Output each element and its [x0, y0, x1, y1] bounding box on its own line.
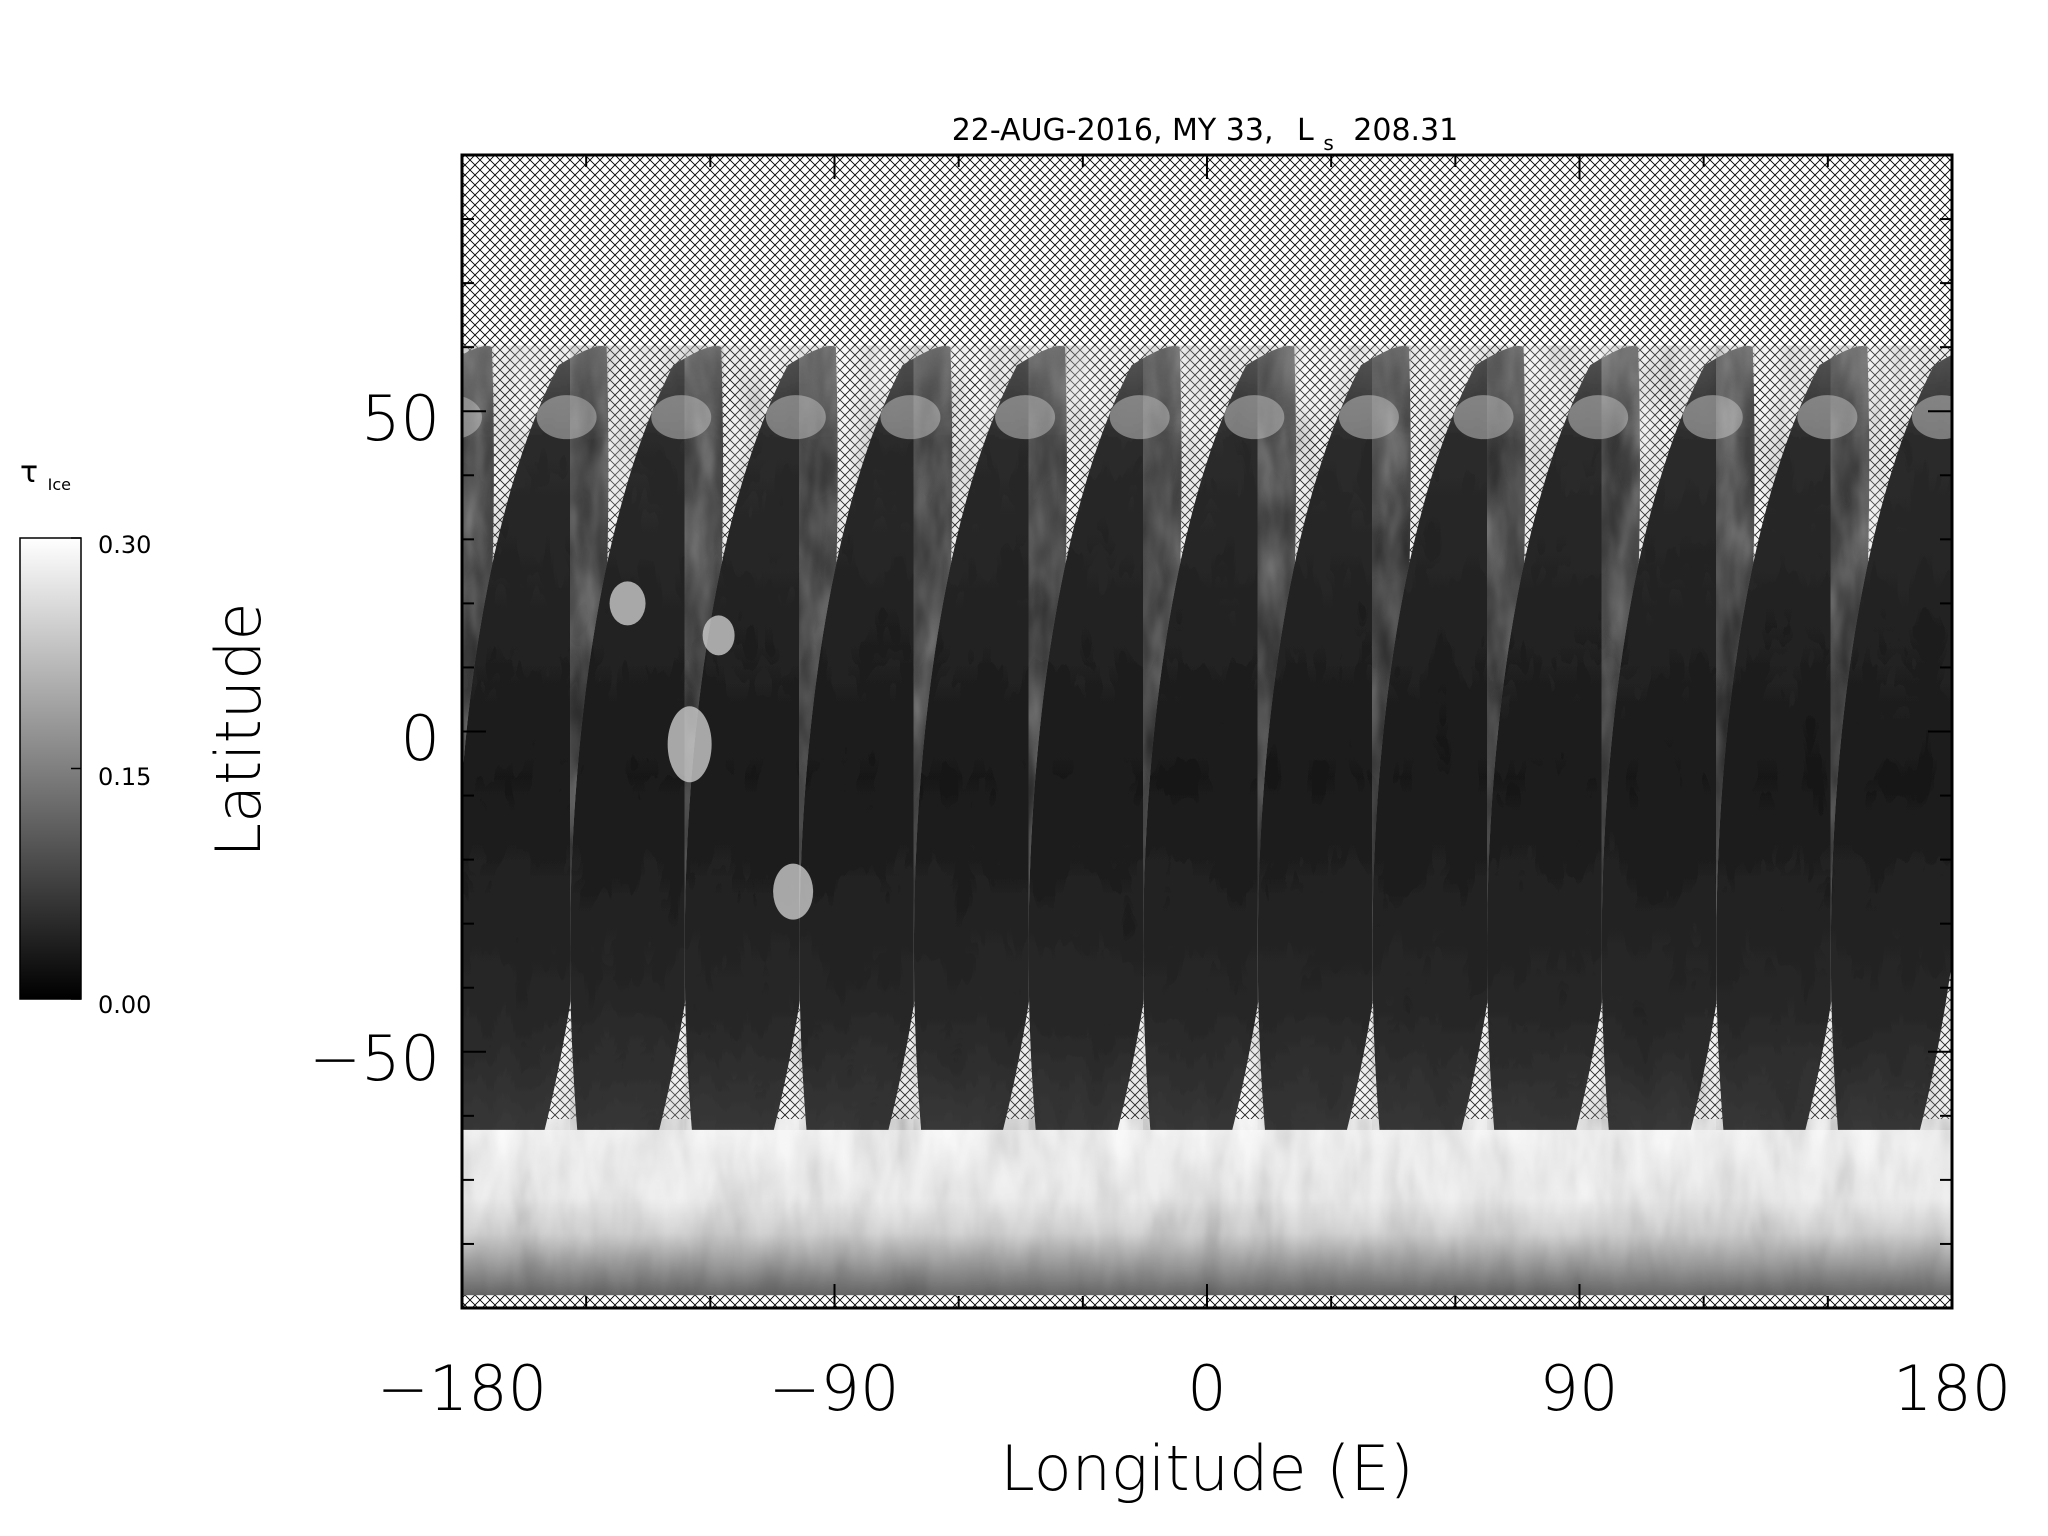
chart-title-ls-symbol: L — [1297, 113, 1314, 148]
chart-title-ls-subscript: s — [1323, 131, 1333, 155]
orbit-swath — [1830, 354, 1952, 1130]
cloud-patch — [667, 706, 712, 783]
axis-ticks — [461, 154, 1953, 1309]
map-plot-area — [460, 153, 1954, 1310]
colorbar-label-symbol: τ — [20, 455, 38, 490]
chart-title-date: 22-AUG-2016, MY 33, — [952, 113, 1274, 148]
cloud-patch — [1912, 395, 1952, 440]
ice-opacity-map — [462, 345, 1952, 1296]
colorbar-label: τ Ice — [20, 455, 71, 494]
x-tick-label: −90 — [769, 1352, 900, 1425]
cloud-patch — [773, 863, 814, 920]
cloud-patch — [609, 581, 646, 626]
x-tick-label: 90 — [1540, 1352, 1619, 1425]
cloud-patch — [1682, 395, 1743, 440]
chart-title-ls-value: 208.31 — [1353, 113, 1458, 148]
cloud-patch — [1224, 395, 1285, 440]
x-tick-labels: −180 −90 0 90 180 — [377, 1352, 2011, 1425]
chart-title: 22-AUG-2016, MY 33, L s 208.31 — [952, 113, 1459, 158]
cloud-patch — [995, 395, 1056, 440]
colorbar-tick-label: 0.30 — [98, 531, 151, 559]
polar-hood-band — [462, 1119, 1952, 1296]
y-tick-labels: −50 0 50 — [309, 382, 440, 1095]
cloud-patch — [651, 395, 712, 440]
colorbar-tick-label: 0.00 — [98, 991, 151, 1019]
colorbar: τ Ice 0.30 0.15 0.00 — [19, 455, 151, 1019]
cloud-patch — [1338, 395, 1399, 440]
colorbar-label-subscript: Ice — [48, 475, 71, 494]
cloud-patch — [880, 395, 941, 440]
cloud-patch — [702, 615, 735, 656]
y-tick-label: 50 — [361, 382, 440, 455]
x-tick-label: 0 — [1187, 1352, 1226, 1425]
colorbar-ticks — [71, 537, 81, 1000]
x-tick-label: 180 — [1893, 1352, 2011, 1425]
y-tick-label: −50 — [309, 1022, 440, 1095]
cloud-patch — [765, 395, 826, 440]
cloud-patch — [1797, 395, 1858, 440]
colorbar-tick-label: 0.15 — [98, 763, 151, 791]
cloud-patch — [1568, 395, 1629, 440]
y-axis-title: Latitude — [202, 602, 275, 857]
cloud-patch — [1453, 395, 1514, 440]
cloud-patch — [462, 396, 482, 438]
x-tick-label: −180 — [377, 1352, 547, 1425]
cloud-patch — [536, 395, 597, 440]
colorbar-gradient — [19, 537, 82, 1000]
cloud-patch — [1109, 395, 1170, 440]
y-tick-label: 0 — [401, 702, 440, 775]
x-axis-title: Longitude (E) — [1000, 1432, 1413, 1505]
